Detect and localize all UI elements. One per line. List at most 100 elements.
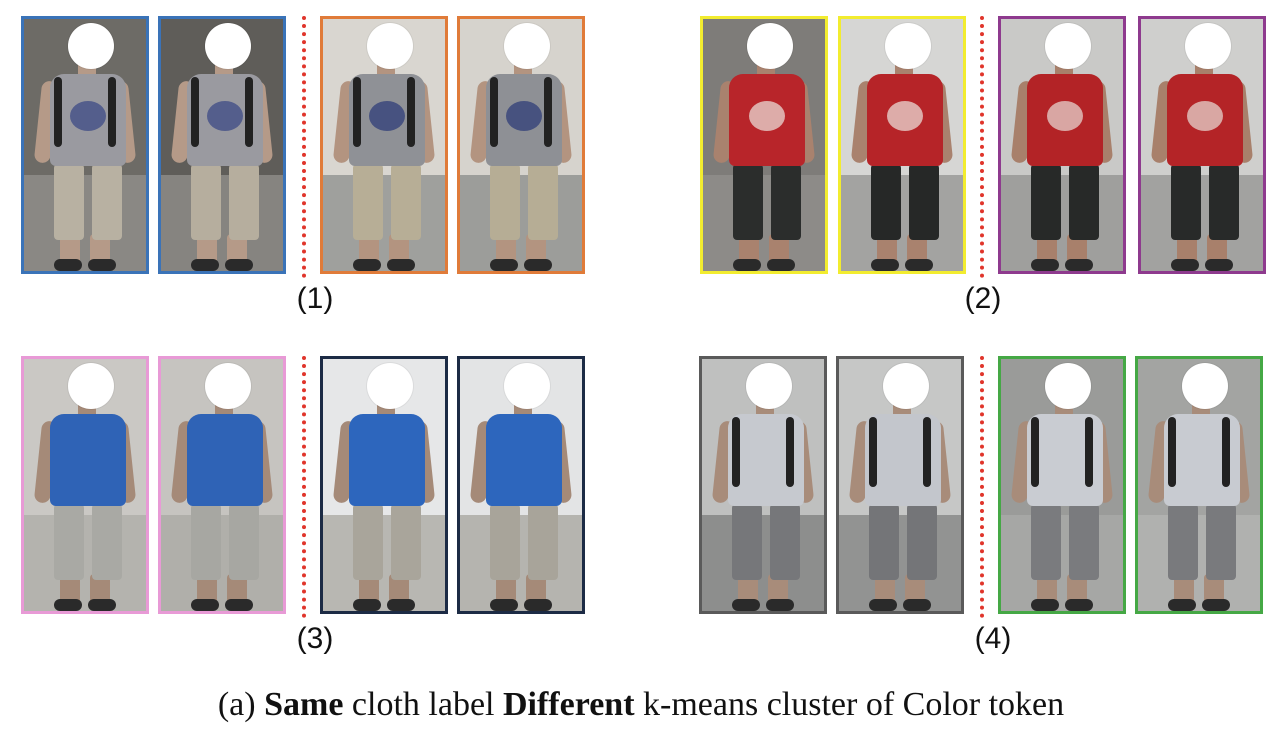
person-crop <box>998 16 1126 274</box>
person-crop <box>21 16 149 274</box>
right-calf <box>1207 234 1227 266</box>
left-shoe <box>353 259 381 271</box>
left-calf <box>60 234 80 266</box>
person-crop <box>457 356 585 614</box>
red-dotted-divider <box>302 356 306 618</box>
shorts <box>733 164 801 240</box>
person-figure <box>1141 19 1263 271</box>
caption-bold-different: Different <box>502 686 635 723</box>
person-crop <box>457 16 585 274</box>
backpack-strap-left <box>191 77 199 147</box>
shorts <box>191 504 259 580</box>
shirt-print <box>369 101 405 131</box>
left-shoe <box>353 599 381 611</box>
left-leg <box>869 504 899 580</box>
left-calf <box>1037 234 1057 266</box>
backpack-strap-right <box>1085 417 1093 487</box>
person-crop <box>699 356 827 614</box>
left-leg <box>54 164 84 240</box>
left-shoe <box>869 599 897 611</box>
caption-suffix: k-means cluster of Color token <box>634 686 1065 723</box>
background-floor <box>460 175 582 271</box>
right-leg <box>391 164 421 240</box>
background-floor <box>839 515 961 611</box>
shorts <box>54 504 122 580</box>
shorts <box>191 164 259 240</box>
person-crop <box>700 16 828 274</box>
face-mask-circle <box>883 363 929 409</box>
background-floor <box>161 175 283 271</box>
left-calf <box>496 574 516 606</box>
backpack-strap-right <box>544 77 552 147</box>
shorts <box>353 164 421 240</box>
left-calf <box>739 234 759 266</box>
right-leg <box>1209 164 1239 240</box>
left-calf <box>877 234 897 266</box>
backpack-strap-left <box>869 417 877 487</box>
face-mask-circle <box>1182 363 1228 409</box>
person-crop <box>1138 16 1266 274</box>
person-figure <box>1001 19 1123 271</box>
left-shoe <box>490 259 518 271</box>
person-figure <box>161 359 283 611</box>
person-crop <box>158 16 286 274</box>
person-figure <box>1138 359 1260 611</box>
person-figure <box>460 359 582 611</box>
left-calf <box>359 574 379 606</box>
person-figure <box>323 19 445 271</box>
face-mask-circle <box>68 363 114 409</box>
shorts <box>490 504 558 580</box>
background-floor <box>1141 175 1263 271</box>
right-calf <box>1067 574 1087 606</box>
right-calf <box>769 234 789 266</box>
person-figure <box>1001 359 1123 611</box>
right-calf <box>768 574 788 606</box>
person-crop <box>320 16 448 274</box>
right-leg <box>907 504 937 580</box>
shorts <box>869 504 937 580</box>
background-floor <box>323 515 445 611</box>
right-shoe <box>905 259 933 271</box>
face-mask-circle <box>1045 363 1091 409</box>
face-mask-circle <box>205 23 251 69</box>
left-calf <box>197 574 217 606</box>
backpack-strap-left <box>54 77 62 147</box>
backpack-strap-left <box>732 417 740 487</box>
right-calf <box>389 234 409 266</box>
right-shoe <box>767 259 795 271</box>
figure-group-3: (3) <box>10 350 610 655</box>
shorts <box>490 164 558 240</box>
person-figure <box>839 359 961 611</box>
right-leg <box>770 504 800 580</box>
person-crop <box>21 356 149 614</box>
right-shoe <box>88 599 116 611</box>
left-leg <box>54 504 84 580</box>
shorts <box>871 164 939 240</box>
person-crop <box>998 356 1126 614</box>
group-label: (4) <box>974 622 1012 655</box>
right-leg <box>92 504 122 580</box>
background-floor <box>702 515 824 611</box>
left-shoe <box>733 259 761 271</box>
red-dotted-divider <box>980 16 984 278</box>
left-shoe <box>54 599 82 611</box>
right-leg <box>771 164 801 240</box>
face-mask-circle <box>205 363 251 409</box>
left-shoe <box>1171 259 1199 271</box>
backpack-strap-left <box>1168 417 1176 487</box>
left-leg <box>1168 504 1198 580</box>
shirt-print <box>207 101 243 131</box>
left-calf <box>1177 234 1197 266</box>
person-figure <box>323 359 445 611</box>
background-floor <box>841 175 963 271</box>
left-leg <box>353 164 383 240</box>
right-shoe <box>903 599 931 611</box>
backpack-strap-right <box>923 417 931 487</box>
left-leg <box>733 164 763 240</box>
shirt <box>486 414 562 506</box>
group-label: (2) <box>964 282 1002 315</box>
person-crop <box>1135 356 1263 614</box>
right-leg <box>1069 504 1099 580</box>
shirt-print <box>749 101 785 131</box>
left-leg <box>353 504 383 580</box>
